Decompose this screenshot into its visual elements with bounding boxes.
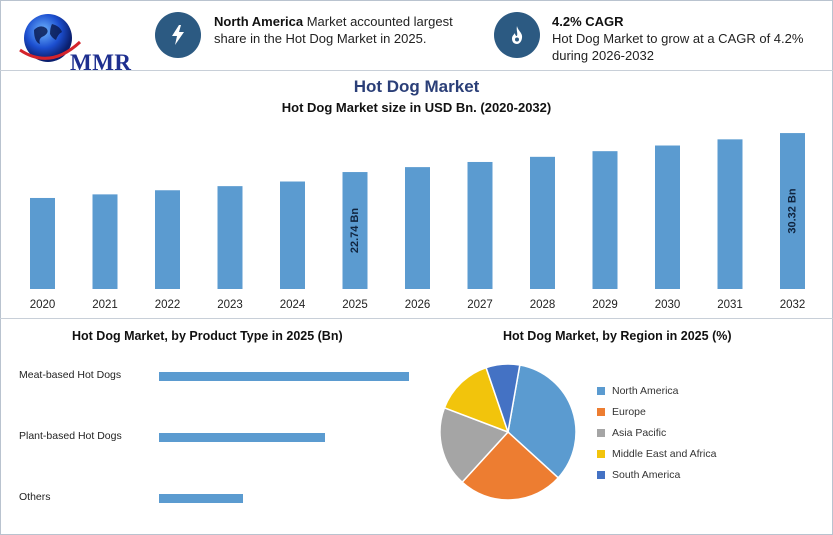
- product-type-title: Hot Dog Market, by Product Type in 2025 …: [72, 329, 343, 343]
- mmr-logo: MMR: [14, 10, 134, 75]
- x-tick-label: 2021: [92, 299, 118, 311]
- callout2-bold: 4.2% CAGR: [552, 14, 624, 29]
- legend-item: Europe: [597, 406, 646, 418]
- bar-2023: [217, 186, 243, 289]
- data-label: 22.74 Bn: [349, 208, 361, 254]
- region-title: Hot Dog Market, by Region in 2025 (%): [503, 329, 732, 343]
- legend-label: South America: [612, 469, 681, 481]
- legend-label: Middle East and Africa: [612, 448, 717, 460]
- x-tick-label: 2028: [530, 299, 556, 311]
- section-divider: [0, 318, 833, 319]
- globe-icon: [19, 14, 82, 62]
- x-tick-label: 2027: [467, 299, 493, 311]
- legend-item: Asia Pacific: [597, 427, 666, 439]
- product-type-label: Others: [19, 491, 51, 503]
- pie-slice-north-america: [507, 364, 577, 479]
- region-pie-chart: [439, 363, 577, 501]
- bar-2032: [780, 133, 805, 289]
- page-title: Hot Dog Market: [353, 77, 480, 96]
- bar-2031: [717, 139, 743, 289]
- legend-label: Europe: [612, 406, 646, 418]
- bar-2030: [655, 145, 680, 289]
- legend-item: North America: [597, 385, 679, 397]
- x-tick-label: 2026: [405, 299, 431, 311]
- lightning-icon: [155, 12, 201, 58]
- x-tick-label: 2023: [217, 299, 243, 311]
- legend-item: South America: [597, 469, 680, 481]
- legend-label: Asia Pacific: [612, 427, 667, 439]
- x-tick-label: 2025: [342, 299, 368, 311]
- x-tick-label: 2020: [30, 299, 56, 311]
- product-type-bar: [159, 372, 409, 381]
- bar-2021: [92, 194, 118, 289]
- legend-item: Middle East and Africa: [597, 448, 716, 460]
- bar-2027: [467, 161, 493, 289]
- logo-text: MMR: [70, 50, 132, 75]
- callout2-text: Hot Dog Market to grow at a CAGR of 4.2%…: [552, 31, 804, 63]
- pie-slice-south-america: [485, 363, 521, 433]
- bar-chart-title: Hot Dog Market size in USD Bn. (2020-203…: [281, 100, 552, 115]
- bar-2022: [155, 190, 180, 289]
- legend-swatch: [597, 408, 605, 416]
- x-tick-label: 2031: [717, 299, 743, 311]
- legend-swatch: [597, 450, 605, 458]
- legend-swatch: [597, 471, 605, 479]
- bar-2025: [342, 172, 368, 289]
- pie-slice-asia-pacific: [439, 406, 510, 484]
- x-tick-label: 2029: [592, 299, 618, 311]
- product-type-bar: [159, 494, 243, 503]
- callout1-text: Market accounted largest share in the Ho…: [214, 14, 453, 46]
- pie-slice-middle-east-and-africa: [443, 366, 510, 434]
- callout-cagr: 4.2% CAGR Hot Dog Market to grow at a CA…: [552, 13, 812, 64]
- product-type-label: Plant-based Hot Dogs: [19, 430, 122, 442]
- x-tick-label: 2022: [155, 299, 181, 311]
- bar-2026: [405, 167, 430, 289]
- bar-2024: [280, 181, 305, 289]
- legend-label: North America: [612, 385, 679, 397]
- market-size-bar-chart: 2020 2021 2022 2023 2024 2025 22.74 Bn 2026 2027…: [30, 133, 806, 311]
- data-label: 30.32 Bn: [786, 188, 798, 234]
- x-tick-label: 2024: [280, 299, 306, 311]
- bar-2020: [30, 197, 55, 289]
- product-type-label: Meat-based Hot Dogs: [19, 369, 122, 381]
- bar-2029: [592, 151, 618, 289]
- x-tick-label: 2032: [780, 299, 806, 311]
- x-tick-label: 2030: [655, 299, 681, 311]
- flame-icon: [494, 12, 540, 58]
- callout1-bold: North America: [214, 14, 304, 29]
- legend-swatch: [597, 387, 605, 395]
- header-divider: [0, 70, 833, 71]
- pie-slice-europe: [461, 430, 560, 501]
- product-type-bar: [159, 433, 326, 442]
- bar-2028: [530, 156, 555, 289]
- legend-swatch: [597, 429, 605, 437]
- callout-north-america: North America Market accounted largest s…: [214, 13, 474, 47]
